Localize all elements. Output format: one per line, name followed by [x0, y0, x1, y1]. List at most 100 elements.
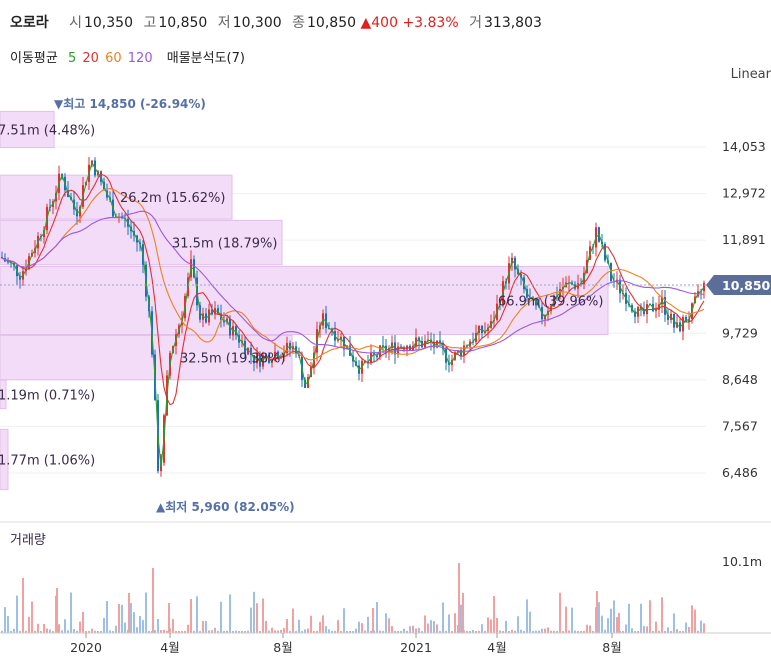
volume-bar — [403, 628, 405, 633]
volume-bar — [64, 619, 66, 633]
volume-bar — [529, 611, 531, 633]
volume-bar — [13, 628, 15, 633]
volume-bar — [67, 630, 69, 633]
volume-bar — [97, 631, 99, 633]
volume-bar — [298, 619, 300, 633]
current-price-label: 10,850 — [722, 278, 771, 293]
volume-bar — [430, 620, 432, 633]
volume-bar — [76, 630, 78, 633]
volume-bar — [295, 630, 297, 633]
volume-bar — [334, 630, 336, 633]
volume-bar — [202, 620, 204, 633]
volume-profile-band — [0, 379, 7, 410]
volume-bar — [19, 630, 21, 633]
moving-average-line — [1, 188, 705, 361]
volume-bar — [493, 595, 495, 633]
volume-bar — [607, 618, 609, 633]
volume-bar — [139, 616, 141, 633]
volume-bar — [157, 619, 159, 633]
volume-bar — [112, 630, 114, 633]
volume-bar — [133, 612, 135, 633]
volume-bar — [16, 595, 18, 633]
volume-bar — [601, 615, 603, 633]
volume-bar — [316, 630, 318, 633]
volume-bar — [586, 624, 588, 633]
volume-bar — [307, 628, 309, 633]
volume-bar — [433, 621, 435, 633]
moving-average-line — [1, 210, 705, 354]
volume-bar — [484, 630, 486, 633]
volume-bar — [376, 602, 378, 633]
volume-bar — [152, 568, 154, 633]
ma-title: 이동평균 — [10, 51, 58, 66]
price-axis: 14,053 12,972 11,891 9,729 8,648 7,567 6,486 10… — [0, 139, 771, 480]
low-annotation: ▲최저 5,960 (82.05%) — [156, 499, 295, 514]
volume-bar — [181, 631, 183, 633]
volume-bar — [604, 629, 606, 633]
volume-bar — [637, 630, 639, 633]
volume-bar — [499, 630, 501, 633]
volume-bar — [658, 630, 660, 633]
scale-mode-button[interactable]: Linear — [730, 67, 771, 82]
volume-bar — [703, 623, 705, 633]
volume-bar — [596, 591, 598, 633]
volume-bar — [7, 616, 9, 633]
volume-bar — [400, 630, 402, 633]
quote-header: 오로라 시 10,350 고 10,850 저 10,300 종 10,850 ▲400… — [10, 12, 542, 32]
volume-bar — [238, 630, 240, 633]
volume-bar — [56, 588, 58, 633]
volume-profile-labels: 7.51m (4.48%) 26.2m (15.62%) 31.5m (18.79%… — [0, 123, 603, 468]
high-value: 10,850 — [158, 15, 208, 31]
volume-bar — [466, 630, 468, 633]
volume-bar — [82, 611, 84, 633]
volume-bar — [676, 629, 678, 633]
time-tick-label: 2021 — [400, 640, 432, 655]
volume-bar — [583, 630, 585, 633]
volume-panel-title: 거래량 — [10, 533, 46, 548]
volume-bar — [562, 630, 564, 633]
volume-bar — [580, 630, 582, 633]
close-label: 종 — [292, 15, 306, 31]
volume-bar — [268, 630, 270, 633]
volume-profile-band — [0, 110, 55, 149]
volume-profile-band — [0, 265, 609, 336]
volume-bar — [37, 623, 39, 633]
volume-bar — [130, 602, 132, 633]
price-tick: 14,053 — [722, 139, 766, 154]
time-tick-label: 2020 — [70, 640, 102, 655]
volume-bar — [277, 630, 279, 633]
volume-bar — [100, 630, 102, 633]
moving-average-legend[interactable]: 이동평균 5 20 60 120 매물분석도(7) — [10, 47, 251, 66]
volume-bar — [163, 629, 165, 633]
ma-120: 120 — [127, 51, 153, 66]
volume-label: 거 — [469, 15, 482, 31]
volume-bar — [649, 600, 651, 633]
volume-bar — [370, 630, 372, 633]
volume-bar — [337, 620, 339, 633]
volume-bar — [397, 630, 399, 633]
volume-bar — [313, 630, 315, 633]
volume-bar — [319, 621, 321, 633]
volume-bar — [673, 613, 675, 633]
volume-bar — [208, 630, 210, 633]
volume-bar — [220, 601, 222, 633]
volume-bar — [31, 601, 33, 633]
volume-bar — [616, 617, 618, 633]
ma-20: 20 — [82, 51, 99, 66]
volume-bar — [154, 630, 156, 633]
volume-bar — [70, 592, 72, 633]
volume-bar — [289, 630, 291, 633]
volume-bar — [454, 613, 456, 633]
volume-bar — [487, 617, 489, 633]
volume-profile-label: 32.5m (19.38%) — [180, 352, 285, 367]
volume-bar — [388, 618, 390, 633]
volume-bar — [247, 630, 249, 633]
volume-bar — [496, 618, 498, 633]
volume-bar — [577, 631, 579, 633]
volume-bar — [187, 624, 189, 633]
volume-bar — [502, 630, 504, 633]
volume-bar — [199, 630, 201, 633]
volume-bar — [409, 626, 411, 633]
volume-bar — [625, 624, 627, 633]
